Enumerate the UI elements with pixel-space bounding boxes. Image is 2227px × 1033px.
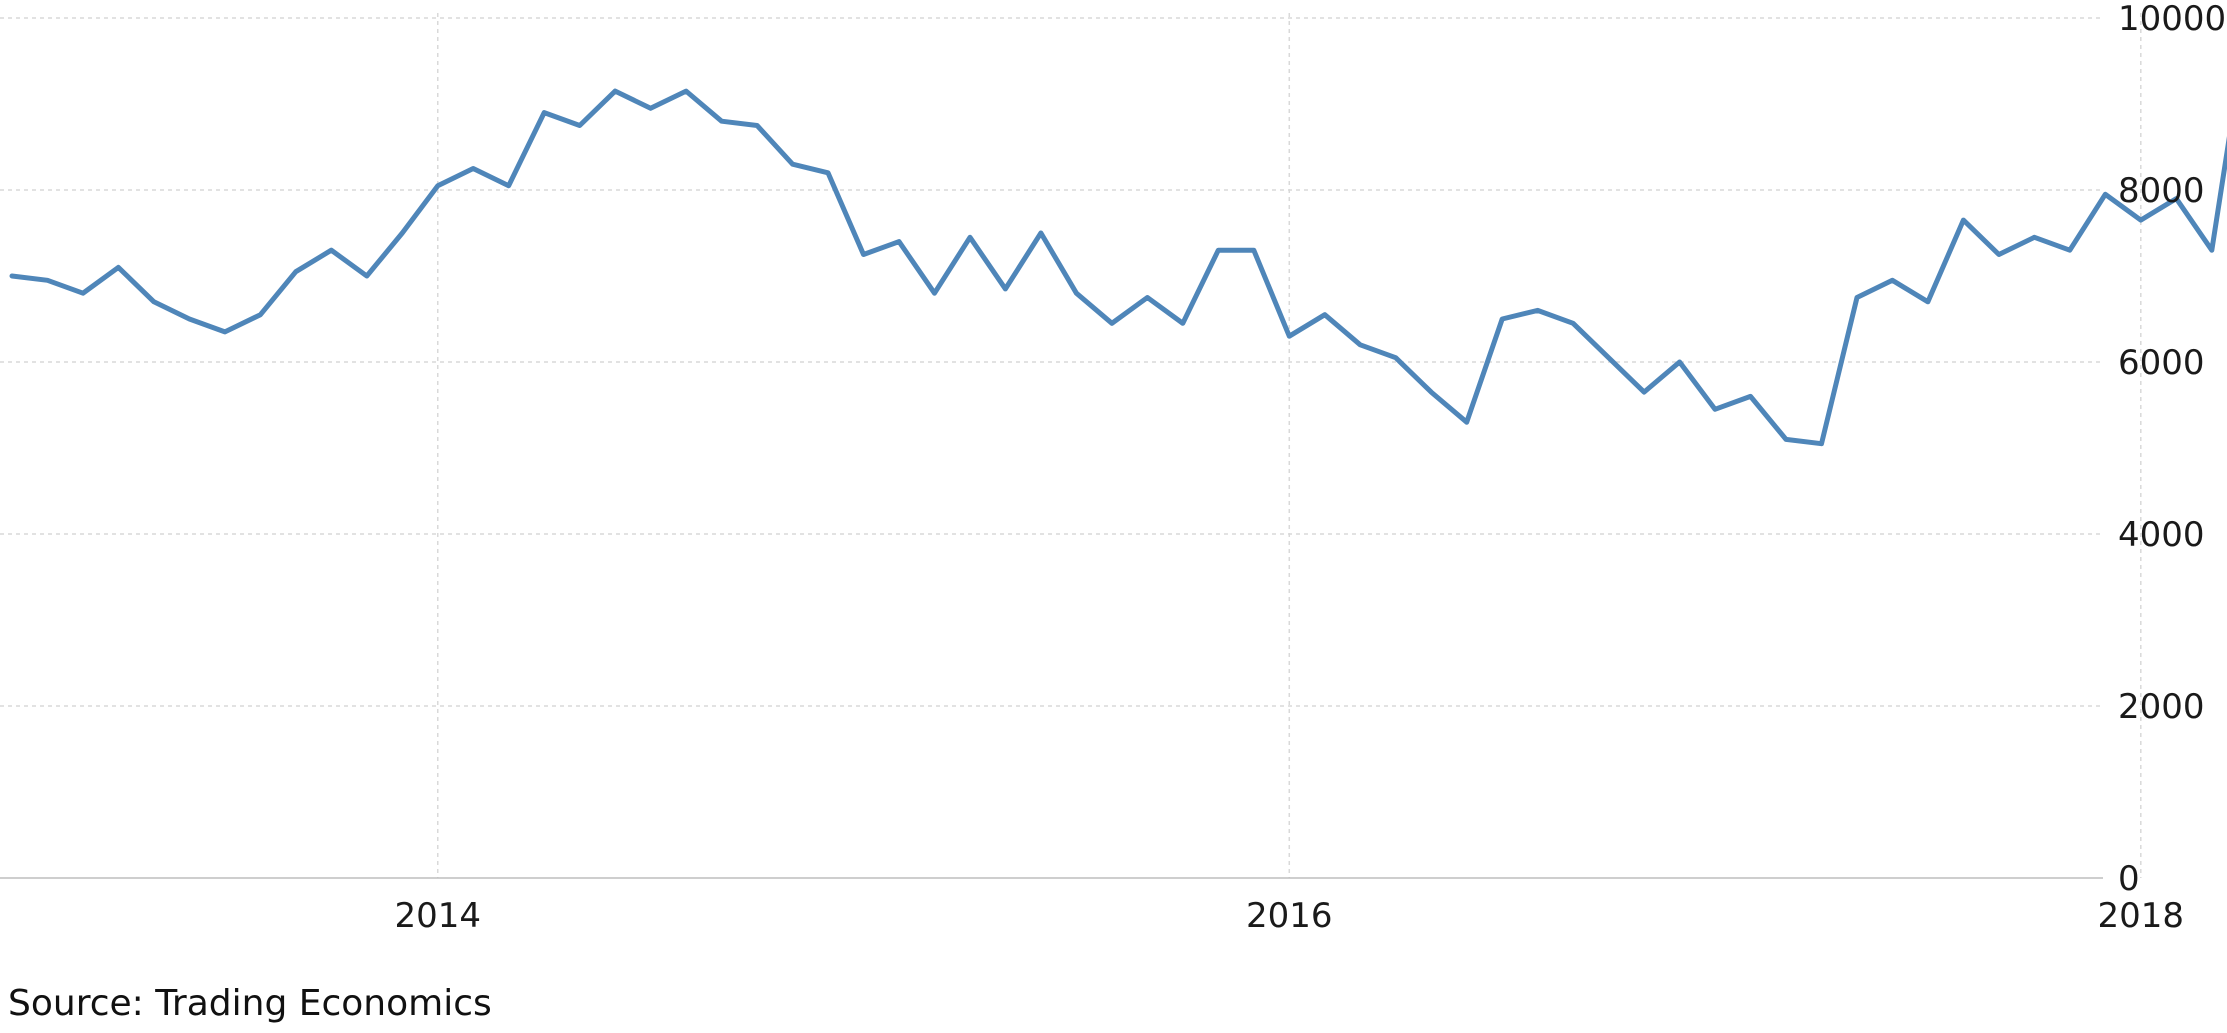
- data-point-2014-02: [471, 167, 475, 171]
- grid-lines: [0, 13, 2142, 879]
- y-tick-label-8000: 8000: [2118, 171, 2205, 211]
- x-tick-label-2016: 2016: [1246, 896, 1333, 936]
- data-point-2014-04: [542, 111, 546, 115]
- data-point-2013-02: [45, 278, 49, 282]
- data-point-2013-04: [116, 265, 120, 269]
- data-point-2015-09: [1145, 296, 1149, 300]
- x-axis-ticks: 20142016201820202022: [394, 896, 2185, 936]
- data-point-2013-07: [223, 330, 227, 334]
- data-point-2015-06: [1039, 231, 1043, 235]
- data-point-2017-09: [1997, 253, 2001, 257]
- data-point-2017-03: [1784, 437, 1788, 441]
- y-axis-ticks: 0 2000 4000 6000 8000 10000: [2118, 0, 2226, 899]
- data-point-2017-07: [1926, 300, 1930, 304]
- x-tick-label-2014: 2014: [394, 896, 481, 936]
- data-point-2015-10: [1181, 321, 1185, 325]
- data-point-2013-11: [365, 274, 369, 278]
- data-point-2013-08: [258, 313, 262, 317]
- data-point-2016-12: [1678, 360, 1682, 364]
- data-point-2014-12: [826, 171, 830, 175]
- data-point-2015-02: [897, 240, 901, 244]
- data-point-2014-05: [578, 124, 582, 128]
- series-line: [9, 88, 2227, 447]
- data-point-2017-11: [2068, 248, 2072, 252]
- y-tick-label-2000: 2000: [2118, 687, 2205, 727]
- data-point-2013-03: [81, 291, 85, 295]
- data-point-2013-05: [152, 300, 156, 304]
- data-point-2013-06: [187, 317, 191, 321]
- data-point-2015-04: [968, 235, 972, 239]
- data-point-2016-04: [1394, 356, 1398, 360]
- data-point-2014-08: [684, 89, 688, 93]
- data-point-2016-09: [1571, 321, 1575, 325]
- data-point-2016-06: [1465, 420, 1469, 424]
- data-point-2016-08: [1536, 308, 1540, 312]
- data-point-2015-11: [1216, 248, 1220, 252]
- data-point-2015-08: [1110, 321, 1114, 325]
- data-point-2014-03: [507, 184, 511, 188]
- data-point-2015-01: [862, 253, 866, 257]
- data-point-2017-02: [1749, 394, 1753, 398]
- data-point-2014-06: [613, 89, 617, 93]
- series-line-group: [9, 88, 2227, 447]
- data-point-2013-10: [329, 248, 333, 252]
- data-point-2013-12: [400, 231, 404, 235]
- data-point-2016-01: [1287, 334, 1291, 338]
- x-tick-label-2018: 2018: [2098, 896, 2185, 936]
- data-point-2014-07: [649, 106, 653, 110]
- data-point-2014-10: [755, 124, 759, 128]
- data-point-2018-03: [2210, 248, 2214, 252]
- y-tick-label-0: 0: [2118, 859, 2140, 899]
- y-tick-label-6000: 6000: [2118, 343, 2205, 383]
- data-point-2013-09: [294, 270, 298, 274]
- data-point-2016-05: [1429, 390, 1433, 394]
- data-point-2016-10: [1607, 356, 1611, 360]
- data-point-2016-02: [1323, 313, 1327, 317]
- data-point-2016-03: [1358, 343, 1362, 347]
- data-point-2015-03: [932, 291, 936, 295]
- y-tick-label-4000: 4000: [2118, 515, 2205, 555]
- data-point-2017-04: [1819, 442, 1823, 446]
- data-point-2013-01: [10, 274, 14, 278]
- source-label: Source: Trading Economics: [8, 983, 492, 1024]
- data-point-2016-07: [1500, 317, 1504, 321]
- data-point-2014-01: [436, 184, 440, 188]
- y-tick-label-10000: 10000: [2118, 0, 2226, 39]
- data-point-2015-05: [1003, 287, 1007, 291]
- data-point-2017-06: [1890, 278, 1894, 282]
- data-point-2015-12: [1252, 248, 1256, 252]
- data-point-2017-05: [1855, 296, 1859, 300]
- data-point-2017-08: [1961, 218, 1965, 222]
- data-point-2014-11: [791, 162, 795, 166]
- data-point-2014-09: [720, 119, 724, 123]
- data-point-2018-01: [2139, 218, 2143, 222]
- data-point-2017-10: [2032, 235, 2036, 239]
- data-point-2017-12: [2103, 192, 2107, 196]
- data-point-2017-01: [1713, 407, 1717, 411]
- data-point-2015-07: [1074, 291, 1078, 295]
- data-point-2016-11: [1642, 390, 1646, 394]
